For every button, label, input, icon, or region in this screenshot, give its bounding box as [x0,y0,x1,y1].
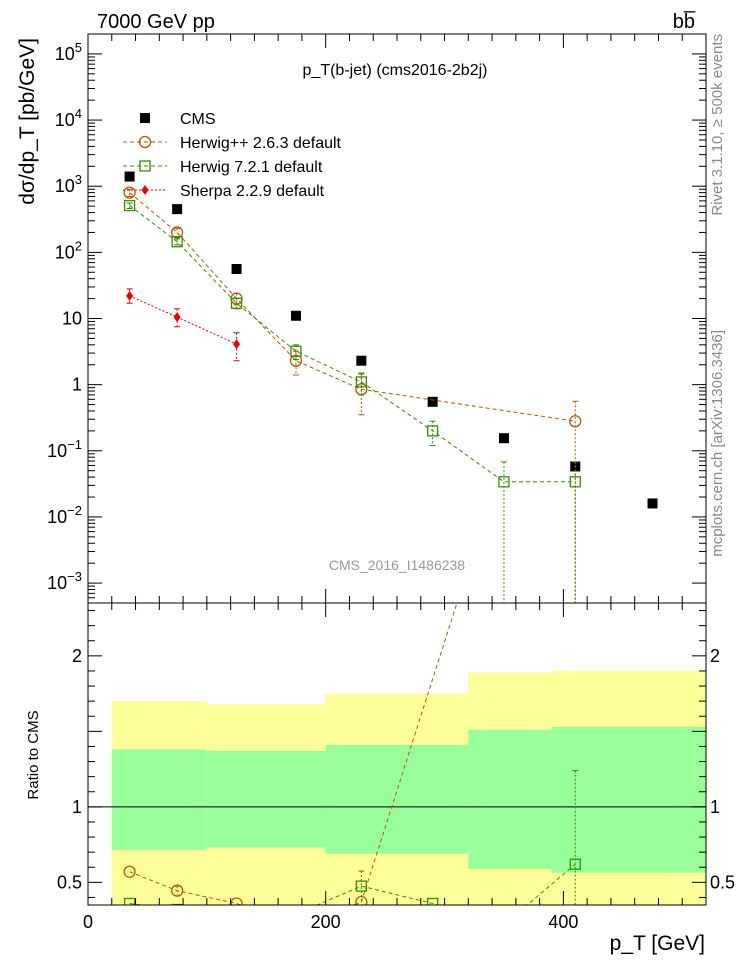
ratio-y-tick-label-right: 1 [710,797,720,817]
y-tick-label: 1 [72,375,82,395]
inner-band-bin [551,726,706,873]
legend-marker [138,135,152,149]
ratio-point [355,880,367,892]
x-tick-label: 400 [548,912,578,932]
ratio-point [123,865,136,878]
header-left: 7000 GeV pp [97,11,215,33]
data-point [356,355,367,366]
data-point [123,199,136,212]
ratio-point [290,921,301,932]
data-point [123,186,136,199]
ratio-point [171,903,183,905]
y-tick-label: 10−1 [47,437,82,461]
data-point [427,396,438,407]
data-point [233,339,241,350]
main-ylabel: dσ/dp_T [pb/GeV] [16,38,39,205]
legend-label: Herwig++ 2.6.3 default [180,135,342,152]
y-tick-label: 104 [55,106,82,130]
data-point [171,236,183,248]
data-point [290,345,302,357]
y-tick-label: 105 [55,40,82,64]
data-point [126,290,134,301]
data-point [355,376,367,388]
x-axis-label: p_T [GeV] [610,932,705,955]
legend-label: Herwig 7.2.1 default [180,159,323,176]
ratio-point [170,884,184,897]
data-point [231,264,242,275]
inner-band-bin [111,749,207,850]
ratio-point [570,228,581,239]
data-point [170,226,184,239]
data-point [569,476,581,488]
ratio-series-line [129,603,458,905]
data-point [290,310,301,321]
legend-marker [139,160,151,172]
legend-marker [140,113,150,123]
series-line [129,192,576,422]
ratio-point [232,908,242,918]
ratio-point [291,909,301,919]
data-point [289,354,303,367]
data-point [172,204,183,215]
ratio-y-tick-label: 2 [72,646,82,666]
legend: CMS Herwig++ 2.6.3 default Herwig 7.2.1 de… [123,111,342,200]
data-point [498,476,510,488]
ratio-y-tick-label-right: 2 [710,646,720,666]
data-point [498,433,509,444]
main-title: p_T(b-jet) (cms2016-2b2j) [303,62,488,79]
legend-marker [141,185,149,195]
mcplots-label: mcplots.cern.ch [arXiv:1306.3436] [709,330,726,557]
data-point [124,171,135,182]
data-point [569,415,582,428]
ratio-point [569,858,581,870]
main-plot [123,171,658,603]
ratio-y-tick-label: 0.5 [57,872,82,892]
watermark: CMS_2016_I1486238 [329,557,465,573]
y-tick-label: 103 [55,172,82,196]
y-tick-label: 10 [62,309,82,329]
axes: 10−3 10−2 10−1 1 10 102 103 104 105 0 200 400 0.5 0.5… [47,33,735,932]
ratio-point [499,920,509,930]
y-tick-label: 102 [55,238,82,262]
series-line [129,295,237,345]
ratio-y-tick-label-right: 0.5 [710,872,735,892]
x-tick-label: 200 [311,912,341,932]
data-point [647,498,658,509]
legend-label: CMS [180,111,216,128]
legend-label: Sherpa 2.2.9 default [180,183,325,200]
ratio-bands [111,670,706,905]
y-tick-label: 10−2 [47,503,82,527]
data-point [230,297,243,309]
ratio-ylabel: Ratio to CMS [25,710,42,799]
series-line [129,205,576,483]
y-tick-label: 10−3 [47,569,82,593]
ratio-y-tick-label: 1 [72,797,82,817]
ratio-point [427,897,439,905]
data-point [173,312,181,323]
inner-band-bin [325,744,469,854]
inner-band-bin [206,750,326,848]
data-point [427,425,439,437]
header-right: bb̅ [673,10,696,33]
ratio-point [123,897,136,905]
inner-band-bin [468,729,552,869]
rivet-label: Rivet 3.1.10, ≥ 500k events [709,34,726,216]
x-tick-label: 0 [83,912,93,932]
